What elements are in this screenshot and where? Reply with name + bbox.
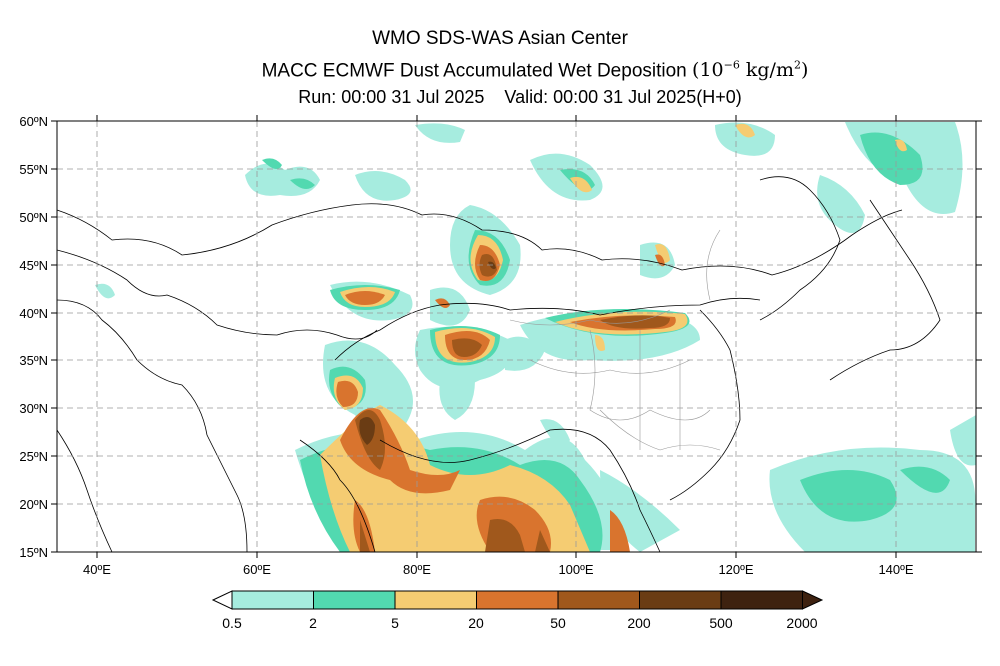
colorbar-label: 0.5 xyxy=(222,615,242,631)
lat-label: 35ºN xyxy=(19,353,48,368)
map-title: WMO SDS-WAS Asian Center xyxy=(372,28,628,49)
colorbar-segment xyxy=(639,590,722,610)
colorbar-over-arrow xyxy=(802,590,824,610)
run-time: Run: 00:00 31 Jul 2025 xyxy=(298,87,485,107)
colorbar-segment xyxy=(394,590,477,610)
colorbar-label: 20 xyxy=(468,615,484,631)
map-subtitle: MACC ECMWF Dust Accumulated Wet Depositi… xyxy=(261,59,809,82)
colorbar-under-arrow xyxy=(211,590,233,610)
valid-time: Valid: 00:00 31 Jul 2025(H+0) xyxy=(504,87,742,107)
lon-label: 140ºE xyxy=(878,562,913,577)
lat-label: 55ºN xyxy=(19,162,48,177)
country-borders xyxy=(56,176,941,553)
lat-label: 45ºN xyxy=(19,258,48,273)
colorbar-label: 500 xyxy=(709,615,733,631)
lat-label: 50ºN xyxy=(19,210,48,225)
colorbar-label: 50 xyxy=(550,615,566,631)
province-borders xyxy=(509,229,721,451)
lon-label: 60ºE xyxy=(243,562,271,577)
colorbar-segment xyxy=(313,590,396,610)
colorbar-label: 200 xyxy=(627,615,651,631)
lat-label: 15ºN xyxy=(19,545,48,560)
colorbar-segment xyxy=(231,590,314,610)
lon-label: 120ºE xyxy=(718,562,753,577)
colorbar-segment xyxy=(557,590,640,610)
lat-label: 60ºN xyxy=(19,114,48,129)
graticule xyxy=(57,121,976,552)
lat-label: 25ºN xyxy=(19,449,48,464)
colorbar-segment xyxy=(476,590,559,610)
colorbar-label: 2000 xyxy=(786,615,818,631)
colorbar-segment xyxy=(720,590,803,610)
lon-label: 80ºE xyxy=(403,562,431,577)
colorbar-label: 2 xyxy=(309,615,317,631)
map-plot-area xyxy=(56,120,977,553)
lon-axis: 40ºE 60ºE 80ºE 100ºE 120ºE 140ºE xyxy=(83,115,914,577)
lat-axis: 60ºN 55ºN 50ºN 45ºN 40ºN 35ºN 30ºN 25ºN … xyxy=(19,114,982,560)
lon-label: 100ºE xyxy=(558,562,593,577)
lat-label: 40ºN xyxy=(19,306,48,321)
colorbar xyxy=(211,590,824,610)
lat-label: 30ºN xyxy=(19,401,48,416)
run-valid-line: Run: 00:00 31 Jul 2025 Valid: 00:00 31 J… xyxy=(20,87,1000,108)
lon-label: 40ºE xyxy=(83,562,111,577)
lat-label: 20ºN xyxy=(19,497,48,512)
colorbar-label: 5 xyxy=(391,615,399,631)
